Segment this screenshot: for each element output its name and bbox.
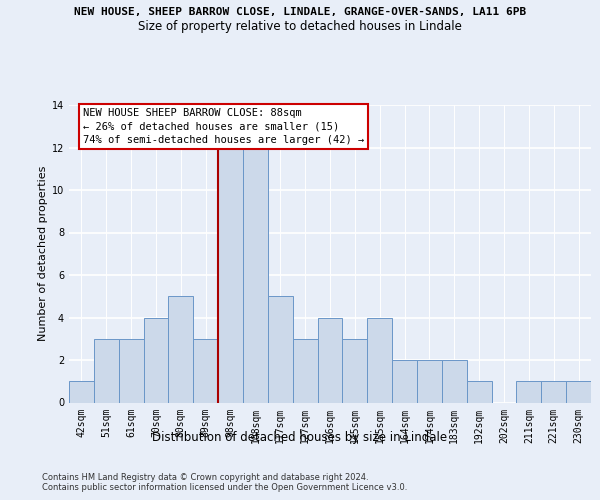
Bar (243, 148, 268, 402)
Text: NEW HOUSE, SHEEP BARROW CLOSE, LINDALE, GRANGE-OVER-SANDS, LA11 6PB: NEW HOUSE, SHEEP BARROW CLOSE, LINDALE, … (74, 8, 526, 18)
Bar (119, 339, 143, 402)
Bar (442, 360, 467, 403)
Bar (94, 339, 119, 402)
Bar (218, 148, 243, 402)
Bar (417, 360, 442, 403)
Bar (268, 296, 293, 403)
Bar (293, 339, 317, 402)
Bar (343, 339, 367, 402)
Bar (541, 381, 566, 402)
Text: Contains public sector information licensed under the Open Government Licence v3: Contains public sector information licen… (42, 482, 407, 492)
Text: Size of property relative to detached houses in Lindale: Size of property relative to detached ho… (138, 20, 462, 33)
Bar (193, 339, 218, 402)
Y-axis label: Number of detached properties: Number of detached properties (38, 166, 47, 342)
Bar (392, 360, 417, 403)
Bar (367, 318, 392, 402)
Text: NEW HOUSE SHEEP BARROW CLOSE: 88sqm
← 26% of detached houses are smaller (15)
74: NEW HOUSE SHEEP BARROW CLOSE: 88sqm ← 26… (83, 108, 364, 144)
Bar (169, 296, 193, 403)
Bar (143, 318, 169, 402)
Bar (517, 381, 541, 402)
Bar (566, 381, 591, 402)
Text: Contains HM Land Registry data © Crown copyright and database right 2024.: Contains HM Land Registry data © Crown c… (42, 472, 368, 482)
Bar (467, 381, 491, 402)
Bar (317, 318, 343, 402)
Text: Distribution of detached houses by size in Lindale: Distribution of detached houses by size … (152, 431, 448, 444)
Bar (69, 381, 94, 402)
